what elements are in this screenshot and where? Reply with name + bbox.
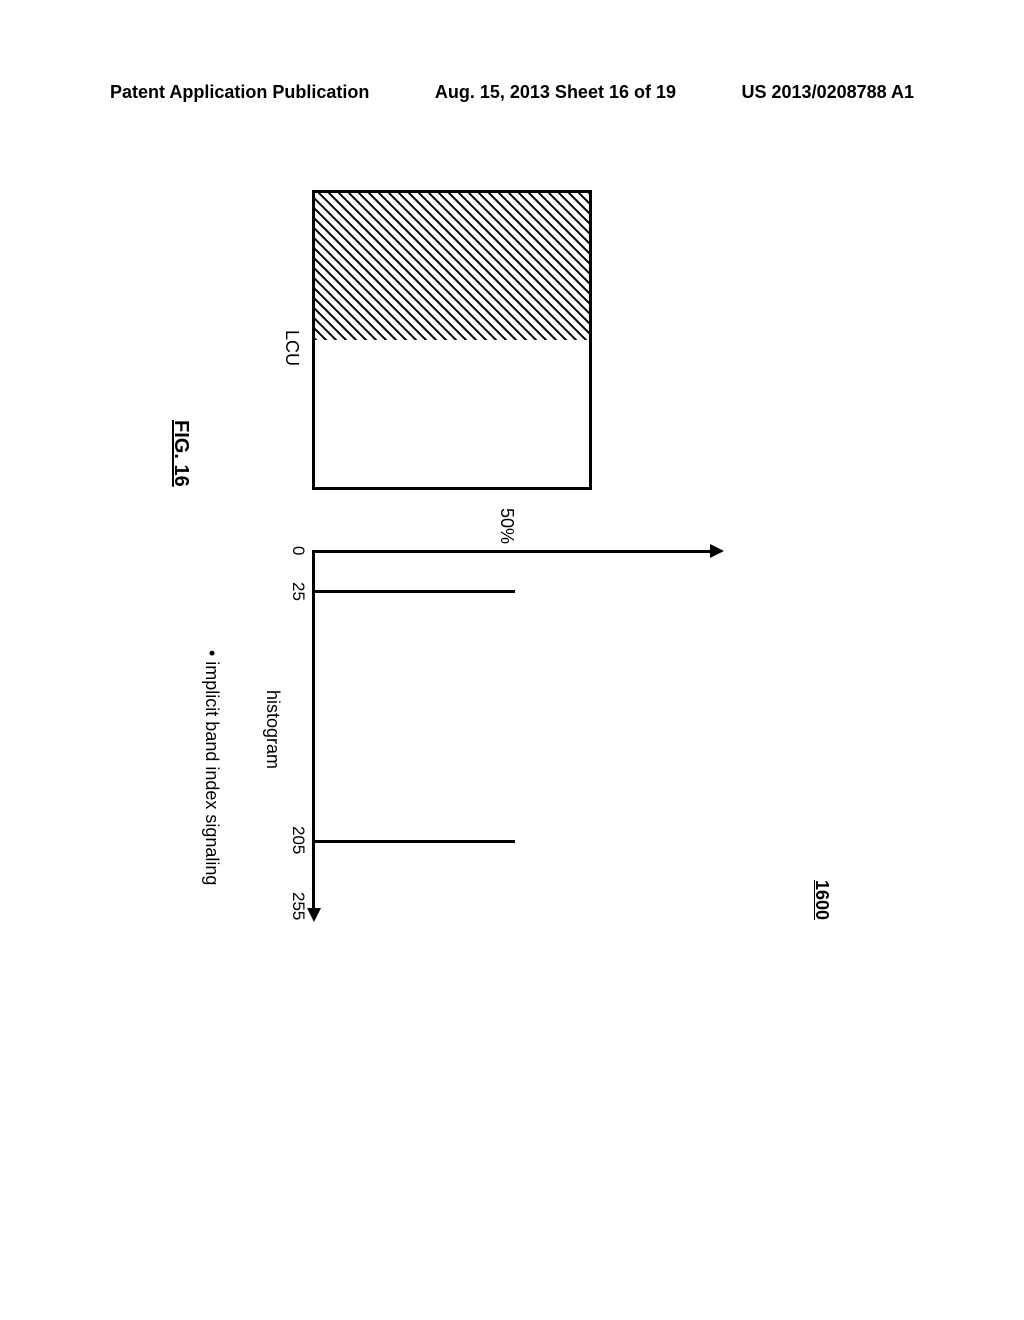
header-left: Patent Application Publication [110,82,369,103]
arrow-right-icon [307,908,321,922]
y-tick-50: 50% [496,508,517,544]
histogram-bar [315,590,515,593]
figure-16: 1600 LCU 50% 0 25 205 255 histogram • im… [192,150,832,970]
x-tick: 205 [288,826,308,854]
figure-bullet: • implicit band index signaling [201,650,222,885]
lcu-hatch-pattern [315,193,589,340]
page-header: Patent Application Publication Aug. 15, … [0,82,1024,103]
y-axis [312,550,712,553]
x-tick: 0 [288,546,308,555]
histogram-chart: 50% 0 25 205 255 histogram [312,550,712,910]
lcu-label: LCU [281,330,302,366]
histogram-caption: histogram [262,690,283,769]
lcu-block [312,190,592,490]
x-tick: 255 [288,892,308,920]
figure-reference-number: 1600 [811,880,832,920]
figure-label: FIG. 16 [169,420,192,487]
header-right: US 2013/0208788 A1 [742,82,914,103]
header-center: Aug. 15, 2013 Sheet 16 of 19 [435,82,676,103]
arrow-up-icon [710,544,724,558]
x-axis [312,550,315,910]
x-tick: 25 [288,582,308,601]
histogram-bar [315,840,515,843]
